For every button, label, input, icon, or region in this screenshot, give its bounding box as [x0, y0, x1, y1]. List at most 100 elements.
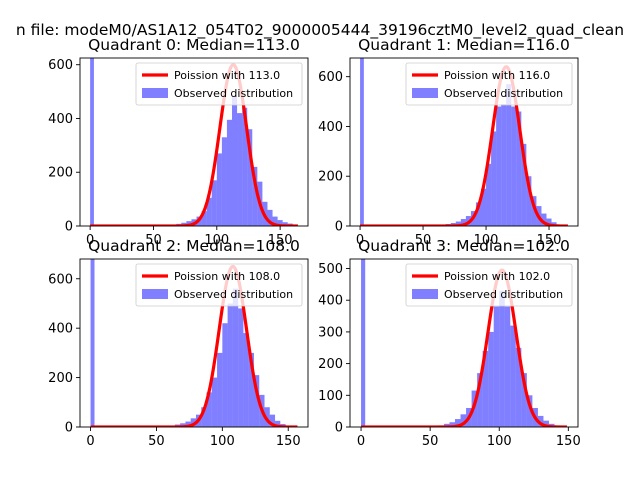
- legend-label: Poission with 102.0: [444, 270, 550, 283]
- x-tick-label: 150: [537, 233, 562, 248]
- y-tick-label: 400: [48, 112, 73, 127]
- histogram-bar: [243, 333, 249, 427]
- subplot-title: Quadrant 1: Median=116.0: [358, 36, 570, 54]
- histogram-bar: [216, 153, 222, 226]
- histogram-bar: [537, 415, 544, 427]
- histogram-bar: [511, 106, 517, 226]
- histogram-bar: [252, 166, 258, 226]
- y-tick-label: 0: [65, 421, 73, 436]
- y-tick-label: 0: [335, 220, 343, 235]
- x-tick-label: 150: [556, 434, 581, 449]
- histogram-bar: [496, 106, 502, 226]
- plot-area: [89, 259, 299, 427]
- poisson-line: [359, 65, 569, 226]
- subplot-title: Quadrant 0: Median=113.0: [88, 36, 300, 54]
- histogram-bar: [211, 377, 218, 427]
- histogram-bar: [221, 137, 227, 226]
- x-tick-label: 0: [357, 434, 365, 449]
- x-tick-label: 0: [86, 233, 94, 248]
- histogram-bar: [242, 107, 248, 226]
- subplot-0: 0 50 100 150 0 200 400 600 Poission with 113.0 Ob…: [48, 36, 309, 248]
- histogram-bar: [360, 58, 364, 226]
- x-tick-label: 150: [276, 434, 301, 449]
- histogram-bar: [521, 143, 527, 226]
- figure-suptitle: n file: modeM0/AS1A12_054T02_9000005444_…: [16, 21, 624, 40]
- legend: Poission with 102.0 Observed distribution: [405, 263, 573, 307]
- subplot-2: 0 50 100 150 0 200 400 600 Poission with 108.0 Ob…: [48, 237, 309, 449]
- y-tick-label: 200: [318, 357, 343, 372]
- histogram-bar: [499, 290, 505, 427]
- x-tick-label: 0: [356, 233, 364, 248]
- y-tick-label: 600: [318, 70, 343, 85]
- histogram-bar: [232, 96, 238, 226]
- histogram-bar: [222, 323, 228, 427]
- histogram-bar: [226, 119, 232, 226]
- histogram-bar: [493, 306, 500, 427]
- histogram-bar: [282, 222, 288, 226]
- histogram-bar: [267, 209, 273, 226]
- histogram-bar: [264, 407, 270, 427]
- histogram-bar: [206, 197, 212, 226]
- histogram-bar: [481, 188, 487, 226]
- histogram-bar: [521, 373, 527, 427]
- plot-area: [359, 58, 569, 226]
- axes-frame: [79, 57, 309, 227]
- legend-label: Poission with 116.0: [444, 69, 550, 82]
- histogram-bar: [217, 352, 223, 427]
- y-tick-label: 400: [318, 294, 343, 309]
- legend-box: [405, 62, 573, 106]
- poisson-line: [89, 63, 299, 226]
- y-tick-label: 200: [318, 170, 343, 185]
- y-tick-label: 600: [48, 58, 73, 73]
- subplot-1: 0 50 100 150 0 200 400 600 Poission with 116.0 Ob…: [318, 36, 579, 248]
- histogram-bar: [186, 221, 192, 226]
- legend-label: Poission with 108.0: [174, 270, 280, 283]
- histogram-bar: [546, 218, 552, 226]
- histogram-bar: [238, 308, 244, 427]
- subplot-title: Quadrant 2: Median=108.0: [88, 237, 300, 255]
- histogram-bar: [232, 288, 239, 427]
- histogram-bar: [275, 420, 281, 427]
- histogram-bar: [90, 259, 95, 427]
- x-tick-label: 100: [210, 434, 235, 449]
- y-tick-label: 600: [48, 272, 73, 287]
- histogram-bar: [460, 414, 467, 427]
- y-tick-label: 100: [318, 389, 343, 404]
- histogram-bar: [455, 419, 461, 427]
- legend-label: Observed distribution: [444, 87, 563, 100]
- histogram-bar: [253, 375, 260, 427]
- y-tick-label: 0: [335, 421, 343, 436]
- subplot-title: Quadrant 3: Median=102.0: [358, 237, 570, 255]
- y-tick-label: 400: [318, 120, 343, 135]
- x-tick-label: 50: [148, 434, 165, 449]
- histogram-bar: [491, 131, 497, 226]
- histogram-bar: [272, 216, 278, 226]
- histogram-bar: [504, 306, 511, 427]
- subplot-grid: 0 50 100 150 0 200 400 600 Poission with 113.0 Ob…: [48, 36, 581, 449]
- y-tick-label: 0: [65, 220, 73, 235]
- histogram-bar: [526, 395, 533, 427]
- histogram-bar: [475, 202, 482, 226]
- legend-box: [135, 263, 303, 307]
- histogram-bar: [185, 421, 191, 427]
- histogram-bar: [543, 420, 549, 427]
- x-tick-label: 0: [86, 434, 94, 449]
- x-tick-label: 50: [415, 233, 432, 248]
- plot-area: [360, 259, 568, 427]
- histogram-bar: [506, 84, 512, 226]
- x-tick-label: 50: [145, 233, 162, 248]
- legend-label: Observed distribution: [174, 87, 293, 100]
- legend-patch-swatch: [412, 88, 438, 98]
- histogram-bar: [526, 176, 532, 226]
- x-tick-label: 150: [268, 233, 293, 248]
- histogram-bar: [206, 392, 212, 427]
- axes-frame: [79, 258, 309, 428]
- histogram-bar: [482, 350, 489, 427]
- x-tick-label: 100: [474, 233, 499, 248]
- histogram-bar: [248, 352, 254, 427]
- y-tick-label: 300: [318, 325, 343, 340]
- legend: Poission with 113.0 Observed distribution: [135, 62, 303, 106]
- histogram-bar: [269, 414, 276, 427]
- x-tick-label: 100: [487, 434, 512, 449]
